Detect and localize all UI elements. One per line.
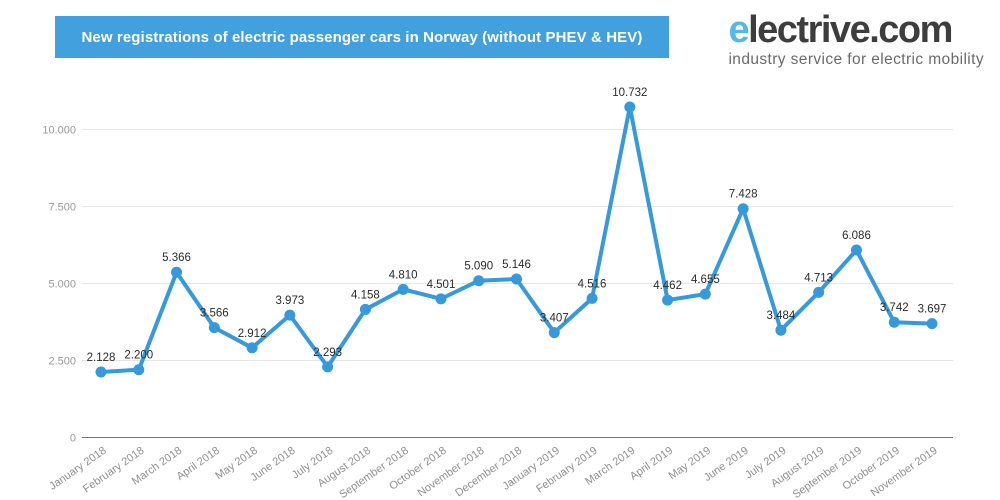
value-label: 4.810: [389, 269, 418, 281]
logo-accent-letter: e: [728, 9, 749, 51]
data-point[interactable]: [435, 293, 447, 305]
data-point[interactable]: [926, 318, 938, 330]
value-label: 7.428: [729, 189, 758, 201]
data-point[interactable]: [775, 324, 787, 336]
x-tick-label: April 2019: [628, 445, 675, 483]
x-tick-label: December 2018: [453, 445, 524, 500]
value-label: 6.086: [842, 230, 871, 242]
value-labels: 2.128 2.200 5.366 3.566 2.912 3.973 2.293 4.158…: [87, 87, 947, 364]
value-label: 4.462: [653, 280, 682, 292]
y-tick-label: 7.500: [48, 202, 76, 214]
logo-rest: lectrive.com: [748, 9, 953, 51]
value-label: 3.973: [275, 295, 304, 307]
data-point[interactable]: [699, 288, 711, 300]
chart-title: New registrations of electric passenger …: [81, 28, 643, 46]
data-line: [99, 104, 934, 374]
value-label: 3.407: [540, 313, 569, 325]
data-point[interactable]: [511, 273, 522, 285]
value-label: 5.146: [502, 259, 531, 271]
data-point[interactable]: [133, 364, 145, 376]
value-label: 2.912: [238, 328, 267, 340]
electrive-logo: electrive.com industry service for elect…: [728, 10, 984, 69]
data-point[interactable]: [662, 294, 674, 306]
value-label: 2.128: [87, 352, 116, 364]
data-point[interactable]: [397, 283, 409, 295]
value-label: 10.732: [612, 87, 647, 99]
data-point[interactable]: [888, 316, 900, 328]
title-banner: New registrations of electric passenger …: [55, 16, 669, 58]
y-tick-label: 0: [70, 433, 76, 445]
value-label: 4.516: [578, 278, 607, 290]
value-label: 3.566: [200, 308, 229, 320]
data-point[interactable]: [246, 342, 258, 354]
data-point[interactable]: [548, 327, 560, 339]
data-point[interactable]: [284, 309, 296, 321]
x-tick-label: September 2019: [791, 445, 865, 500]
x-tick-label: November 2019: [869, 445, 940, 500]
data-points: [95, 101, 938, 378]
data-point[interactable]: [850, 244, 862, 256]
value-label: 4.713: [804, 272, 833, 284]
x-tick-label: April 2018: [175, 445, 222, 483]
value-label: 3.742: [880, 302, 909, 314]
series-line: [99, 104, 934, 374]
y-tick-label: 5.000: [48, 279, 76, 291]
value-label: 5.366: [162, 252, 191, 264]
logo-wordmark: electrive.com: [728, 10, 984, 50]
value-label: 2.293: [313, 347, 342, 359]
data-point[interactable]: [359, 303, 371, 315]
y-tick-label: 10.000: [42, 125, 76, 137]
value-label: 3.484: [767, 310, 796, 322]
data-point[interactable]: [95, 366, 107, 378]
data-point[interactable]: [473, 275, 485, 287]
data-point[interactable]: [322, 361, 334, 373]
x-tick-label: November 2018: [415, 445, 486, 500]
value-label: 5.090: [464, 261, 493, 273]
data-point[interactable]: [208, 322, 220, 334]
x-tick-label: September 2018: [337, 445, 411, 500]
value-label: 4.501: [427, 279, 456, 291]
value-label: 2.200: [124, 350, 153, 362]
y-tick-label: 2.500: [48, 356, 76, 368]
value-label: 4.655: [691, 274, 720, 286]
value-label: 3.697: [918, 304, 947, 316]
y-axis-labels: 0 2.500 5.000 7.500 10.000: [42, 125, 76, 445]
data-point[interactable]: [624, 101, 636, 113]
value-label: 4.158: [351, 289, 380, 301]
logo-tagline: industry service for electric mobility: [728, 51, 984, 68]
data-point[interactable]: [171, 266, 183, 278]
data-point[interactable]: [737, 203, 749, 215]
data-point[interactable]: [586, 292, 598, 304]
data-point[interactable]: [813, 286, 825, 298]
